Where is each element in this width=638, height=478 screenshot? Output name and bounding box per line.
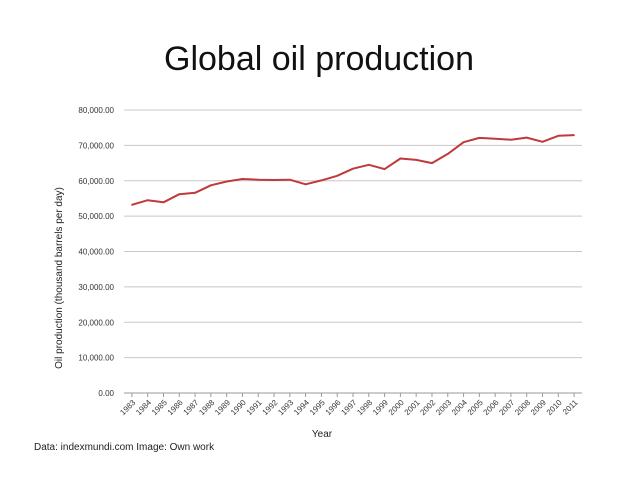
data-point <box>383 168 386 170</box>
source-caption: Data: indexmundi.com Image: Own work <box>34 442 215 453</box>
x-tick-label: 2000 <box>387 398 406 417</box>
x-tick-label: 1987 <box>182 398 201 417</box>
series-group <box>131 134 575 206</box>
data-point <box>289 178 291 181</box>
x-tick-label: 1995 <box>308 398 327 417</box>
x-tick-label: 1999 <box>371 398 390 417</box>
data-point <box>146 199 149 202</box>
x-tick-label: 2004 <box>450 398 469 417</box>
x-tick-label: 2002 <box>418 398 437 417</box>
y-tick-label: 40,000.00 <box>78 248 114 257</box>
data-point <box>210 184 212 187</box>
data-point <box>178 193 181 195</box>
y-axis-label: Oil production (thousand barrels per day… <box>54 187 65 369</box>
data-point <box>194 191 196 194</box>
x-tick-label: 1986 <box>166 398 185 417</box>
data-point <box>399 157 402 160</box>
y-tick-label: 60,000.00 <box>78 177 114 186</box>
data-point <box>352 167 354 170</box>
x-tick-label: 1985 <box>150 398 169 417</box>
x-tick-label: 2001 <box>403 398 422 417</box>
data-point <box>273 179 275 181</box>
data-point <box>525 136 528 139</box>
x-tick-label: 2005 <box>466 398 485 417</box>
data-point <box>320 179 323 182</box>
data-point <box>510 138 512 141</box>
data-point <box>573 134 575 136</box>
x-tick-labels: 1983198419851986198719881989199019911992… <box>118 393 580 417</box>
x-tick-label: 2008 <box>513 398 532 417</box>
y-tick-labels: 0.00 10,000.00 20,000.00 30,000.00 40,000.00… <box>78 106 114 398</box>
x-tick-label: 2003 <box>434 398 453 417</box>
x-tick-label: 2006 <box>482 398 501 417</box>
data-point <box>304 183 307 186</box>
x-tick-label: 1998 <box>355 398 374 417</box>
x-tick-label: 1989 <box>213 398 232 417</box>
gridlines <box>124 109 582 394</box>
x-tick-label: 1996 <box>324 398 343 417</box>
y-tick-label: 0.00 <box>98 389 114 398</box>
data-point <box>162 201 165 204</box>
y-tick-label: 20,000.00 <box>78 318 114 327</box>
data-point <box>336 174 339 177</box>
x-tick-label: 1990 <box>229 398 248 417</box>
data-point <box>557 135 560 137</box>
data-point <box>257 178 260 181</box>
y-tick-label: 80,000.00 <box>78 106 114 115</box>
data-point <box>478 137 481 139</box>
y-tick-label: 50,000.00 <box>78 212 114 221</box>
chart-title: Global oil production <box>164 40 474 78</box>
y-tick-label: 70,000.00 <box>78 141 114 150</box>
data-point <box>367 164 370 166</box>
x-axis-label: Year <box>312 429 333 440</box>
x-tick-label: 1997 <box>339 398 358 417</box>
x-tick-label: 1983 <box>118 398 137 417</box>
x-tick-label: 1992 <box>261 398 280 417</box>
data-point <box>494 137 496 140</box>
x-tick-label: 2009 <box>529 398 548 417</box>
data-point <box>541 141 544 143</box>
x-tick-label: 2007 <box>497 398 516 417</box>
data-point <box>446 153 449 155</box>
x-tick-label: 1984 <box>134 398 153 417</box>
x-tick-label: 1991 <box>245 398 264 417</box>
y-tick-label: 10,000.00 <box>78 354 114 363</box>
x-tick-label: 1988 <box>197 398 216 417</box>
x-tick-label: 1994 <box>292 398 311 417</box>
data-point <box>431 162 433 164</box>
data-point <box>131 204 133 206</box>
x-tick-label: 1993 <box>276 398 295 417</box>
data-point <box>225 180 228 183</box>
y-tick-label: 30,000.00 <box>78 283 114 292</box>
x-tick-label: 2010 <box>545 398 564 417</box>
data-point <box>241 178 244 180</box>
data-point <box>415 159 417 161</box>
data-point <box>462 141 465 143</box>
x-tick-label: 2011 <box>561 398 580 417</box>
